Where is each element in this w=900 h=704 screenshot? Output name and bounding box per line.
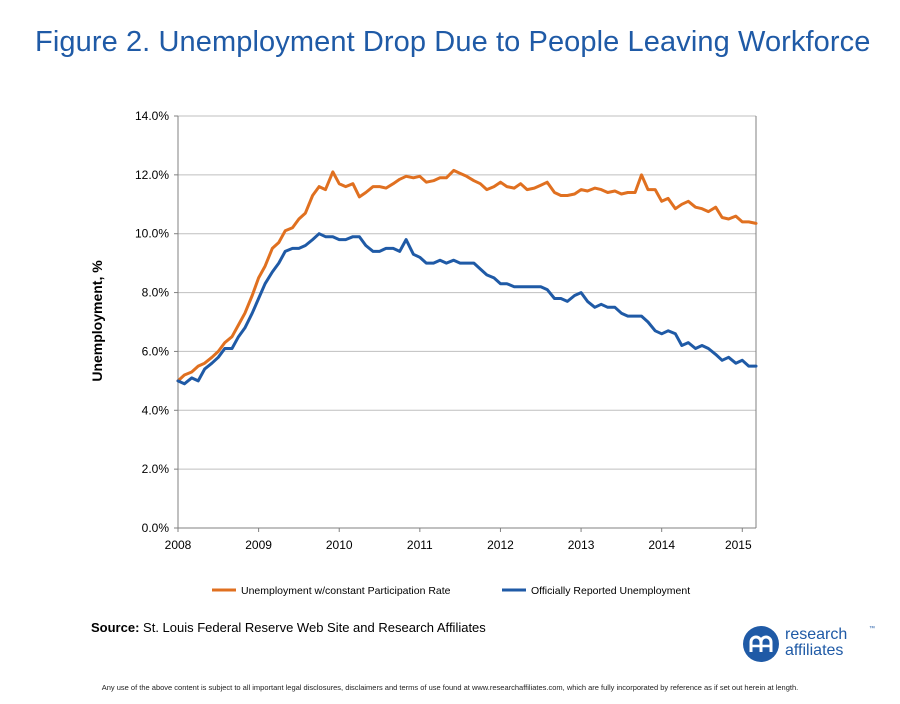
y-tick-label: 10.0% bbox=[135, 227, 169, 241]
x-tick-label: 2012 bbox=[487, 538, 514, 552]
x-tick-label: 2010 bbox=[326, 538, 353, 552]
source-text: St. Louis Federal Reserve Web Site and R… bbox=[143, 620, 486, 635]
logo-wordmark: research affiliates bbox=[785, 627, 847, 659]
chart-axes bbox=[174, 115, 757, 532]
logo-trademark: ™ bbox=[869, 626, 875, 632]
source-label: Source: bbox=[91, 620, 140, 635]
legal-disclaimer: Any use of the above content is subject … bbox=[101, 683, 799, 692]
y-tick-label: 0.0% bbox=[142, 521, 170, 535]
y-tick-label: 8.0% bbox=[142, 286, 170, 300]
x-tick-label: 2015 bbox=[725, 538, 752, 552]
logo-line-1: research bbox=[785, 626, 848, 643]
x-tick-label: 2013 bbox=[568, 538, 595, 552]
y-tick-label: 14.0% bbox=[135, 109, 169, 123]
y-tick-label: 2.0% bbox=[142, 462, 170, 476]
y-tick-label: 6.0% bbox=[142, 344, 170, 358]
legend-label-constant-rate: Unemployment w/constant Participation Ra… bbox=[241, 585, 451, 597]
research-affiliates-logo: research affiliates ™ bbox=[743, 626, 875, 662]
line-chart: 0.0% 2.0% 4.0% 6.0% 8.0% 10.0% 12.0% 14.0% 2008 2… bbox=[89, 109, 758, 597]
y-tick-label: 4.0% bbox=[142, 403, 170, 417]
chart-legend: Unemployment w/constant Participation Ra… bbox=[212, 585, 690, 597]
source-note: Source: St. Louis Federal Reserve Web Si… bbox=[91, 620, 486, 635]
x-tick-label: 2008 bbox=[165, 538, 192, 552]
chart-title: Figure 2. Unemployment Drop Due to Peopl… bbox=[35, 26, 871, 58]
series-line-official bbox=[176, 232, 758, 386]
y-tick-label: 12.0% bbox=[135, 168, 169, 182]
x-tick-label: 2009 bbox=[245, 538, 272, 552]
logo-line-2: affiliates bbox=[785, 642, 844, 659]
tick-labels: 0.0% 2.0% 4.0% 6.0% 8.0% 10.0% 12.0% 14.0% 2008 2… bbox=[135, 109, 752, 552]
series-line-constant-rate bbox=[176, 168, 758, 383]
y-axis-label: Unemployment, % bbox=[89, 260, 105, 382]
chart-grid bbox=[178, 115, 756, 470]
x-tick-label: 2011 bbox=[407, 538, 433, 552]
chart-series bbox=[176, 168, 758, 386]
x-tick-label: 2014 bbox=[648, 538, 675, 552]
legend-label-official: Officially Reported Unemployment bbox=[531, 585, 690, 597]
research-affiliates-logo-icon bbox=[743, 626, 779, 662]
